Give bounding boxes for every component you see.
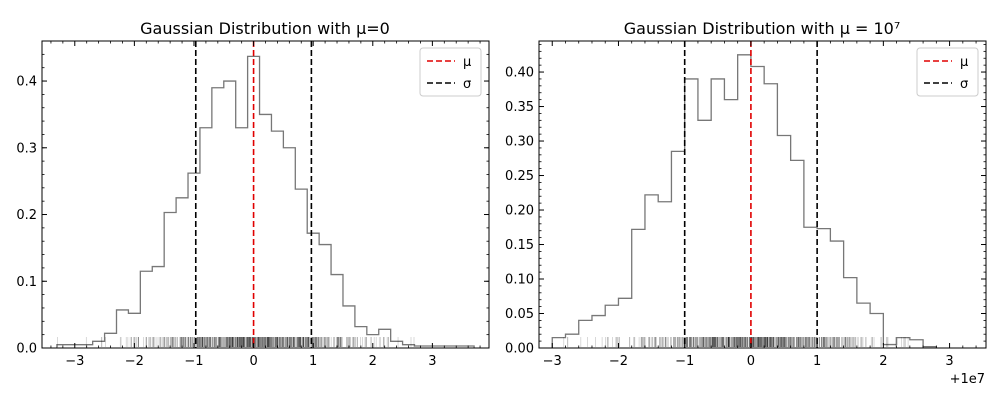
histogram-bin bbox=[738, 55, 751, 348]
histogram-bin bbox=[764, 84, 777, 348]
histogram-bin bbox=[236, 128, 248, 348]
x-tick-label: 1 bbox=[813, 354, 821, 369]
histogram-outline bbox=[56, 55, 475, 348]
y-tick-label: 0.05 bbox=[505, 307, 534, 322]
x-tick-label: 3 bbox=[428, 354, 436, 369]
y-tick-label: 0.20 bbox=[505, 204, 534, 219]
histogram-bin bbox=[711, 79, 724, 348]
histogram-bin bbox=[777, 136, 790, 348]
histogram-bin bbox=[592, 316, 605, 348]
histogram-bin bbox=[830, 241, 843, 348]
chart-title: Gaussian Distribution with μ=0 bbox=[140, 19, 390, 38]
histogram-bin bbox=[658, 202, 671, 348]
histogram-bin bbox=[164, 213, 176, 348]
plot-frame bbox=[41, 40, 490, 349]
legend-mu-label: μ bbox=[463, 55, 471, 70]
y-tick-label: 0.15 bbox=[505, 238, 534, 253]
histogram-bin bbox=[319, 245, 331, 348]
x-tick-label: −3 bbox=[543, 354, 562, 369]
rug-marks bbox=[57, 337, 415, 347]
histogram-bin bbox=[698, 120, 711, 348]
y-tick-label: 0.35 bbox=[505, 100, 534, 115]
histogram-bin bbox=[260, 114, 272, 348]
histogram-bin bbox=[295, 189, 307, 348]
histogram-bin bbox=[632, 229, 645, 348]
x-tick-label: 1 bbox=[309, 354, 317, 369]
histogram-bin bbox=[804, 227, 817, 348]
reference-lines bbox=[683, 41, 818, 348]
histogram-bin bbox=[283, 148, 295, 348]
y-tick-label: 0.10 bbox=[505, 273, 534, 288]
axis-ticks: −3 −2 −1 0 1 2 3 0.00 0.05 0.10 0.15 0.20 0.25 0.30 0.… bbox=[505, 41, 986, 369]
x-tick-label: 2 bbox=[369, 354, 377, 369]
y-tick-label: 0.4 bbox=[16, 75, 37, 90]
y-tick-label: 0.1 bbox=[16, 275, 37, 290]
x-tick-label: 0 bbox=[747, 354, 755, 369]
histogram-bin bbox=[271, 131, 283, 348]
histogram-bin bbox=[910, 340, 923, 348]
histogram-bin bbox=[331, 275, 343, 348]
histogram-bin bbox=[671, 151, 684, 348]
x-tick-label: 2 bbox=[879, 354, 887, 369]
histogram-bin bbox=[645, 195, 658, 348]
chart-title: Gaussian Distribution with μ = 10⁷ bbox=[624, 19, 900, 38]
histogram-bin bbox=[188, 173, 200, 348]
legend-box bbox=[419, 47, 482, 97]
x-tick-label: −2 bbox=[125, 354, 144, 369]
histogram-bin bbox=[200, 128, 212, 348]
histogram-bin bbox=[817, 229, 830, 348]
legend-sigma-label: σ bbox=[463, 77, 471, 92]
x-tick-label: −1 bbox=[675, 354, 694, 369]
histogram-bin bbox=[685, 79, 698, 348]
histogram-outline bbox=[551, 54, 937, 348]
y-tick-label: 0.30 bbox=[505, 135, 534, 150]
reference-lines bbox=[194, 41, 313, 348]
histogram-bin bbox=[724, 100, 737, 348]
x-tick-label: −2 bbox=[609, 354, 628, 369]
histogram-bin bbox=[176, 198, 188, 348]
legend-box bbox=[916, 47, 979, 97]
y-tick-label: 0.00 bbox=[505, 342, 534, 357]
histogram-bin bbox=[751, 67, 764, 348]
histogram-bin bbox=[212, 88, 224, 348]
histogram-bin bbox=[307, 233, 319, 348]
y-tick-label: 0.40 bbox=[505, 66, 534, 81]
axis-offset-label: +1e7 bbox=[950, 372, 985, 387]
x-tick-label: −3 bbox=[65, 354, 84, 369]
histogram-bin bbox=[117, 310, 129, 348]
y-tick-label: 0.0 bbox=[16, 342, 37, 357]
histogram-bin bbox=[140, 271, 152, 348]
chart-mu-1e7: Gaussian Distribution with μ = 10⁷ −3 −2−… bbox=[505, 19, 987, 387]
histogram bbox=[551, 54, 937, 348]
legend: μ σ bbox=[419, 47, 482, 97]
x-tick-label: −1 bbox=[184, 354, 203, 369]
legend-mu-label: μ bbox=[960, 55, 968, 70]
chart-mu-zero: Gaussian Distribution with μ=0 −3 −2 −1 0 1 2… bbox=[16, 19, 490, 369]
plot-frame bbox=[538, 40, 987, 349]
histogram bbox=[56, 55, 475, 348]
axis-ticks: −3 −2 −1 0 1 2 3 0.0 0.1 0.2 0.3 0.4 bbox=[16, 40, 489, 369]
histogram-bin bbox=[857, 303, 870, 348]
y-tick-label: 0.25 bbox=[505, 169, 534, 184]
histogram-bin bbox=[224, 81, 236, 348]
histogram-bin bbox=[552, 338, 565, 348]
legend-sigma-label: σ bbox=[960, 77, 968, 92]
x-tick-label: 0 bbox=[249, 354, 257, 369]
histogram-bin bbox=[152, 267, 164, 348]
rug-marks bbox=[563, 337, 909, 347]
x-tick-label: 3 bbox=[945, 354, 953, 369]
histogram-bin bbox=[791, 160, 804, 348]
y-tick-label: 0.3 bbox=[16, 141, 37, 156]
y-tick-label: 0.2 bbox=[16, 208, 37, 223]
legend: μ σ bbox=[916, 47, 979, 97]
